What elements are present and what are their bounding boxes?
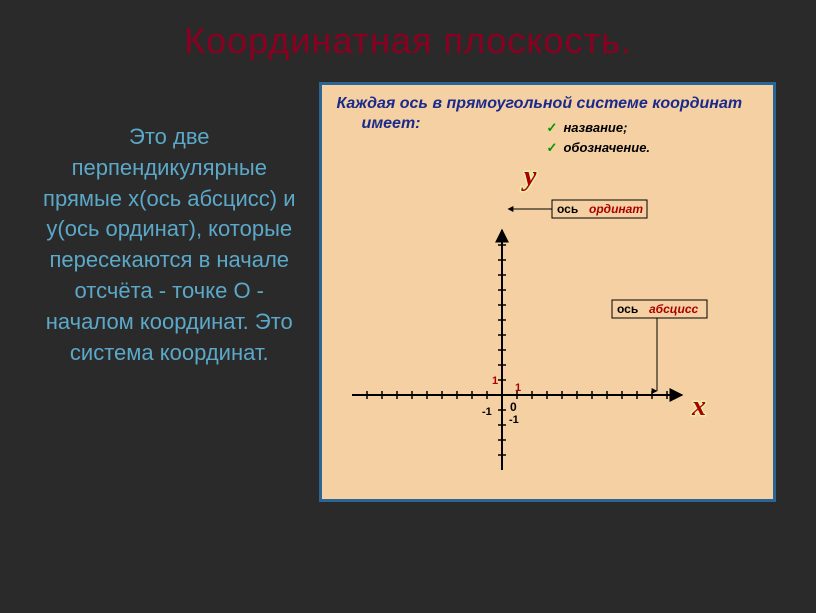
svg-text:0: 0 bbox=[510, 400, 517, 414]
svg-text:абсцисс: абсцисс bbox=[649, 302, 699, 316]
svg-text:-1: -1 bbox=[509, 414, 519, 426]
svg-text:ось: ось bbox=[617, 302, 638, 316]
figure-header-1: Каждая ось в прямоугольной системе коорд… bbox=[337, 95, 743, 113]
coordinate-chart: yyxx01-11-1ось ординатось абсцисс bbox=[322, 145, 782, 505]
svg-text:y: y bbox=[521, 161, 537, 192]
coordinate-figure: Каждая ось в прямоугольной системе коорд… bbox=[319, 82, 776, 502]
description-text: Это две перпендикулярные прямые x(ось аб… bbox=[40, 82, 299, 368]
svg-text:ось: ось bbox=[557, 202, 578, 216]
svg-text:x: x bbox=[691, 391, 706, 422]
svg-text:-1: -1 bbox=[482, 406, 492, 418]
bullet-1-text: название; bbox=[563, 120, 627, 135]
check-icon: ✓ bbox=[547, 120, 558, 135]
bullet-1: ✓ название; bbox=[547, 120, 651, 136]
figure-header-2: имеет: bbox=[362, 115, 421, 133]
svg-text:1: 1 bbox=[515, 382, 521, 394]
slide-title: Координатная плоскость. bbox=[40, 20, 776, 62]
svg-text:1: 1 bbox=[492, 375, 498, 387]
svg-text:ординат: ординат bbox=[589, 202, 643, 216]
